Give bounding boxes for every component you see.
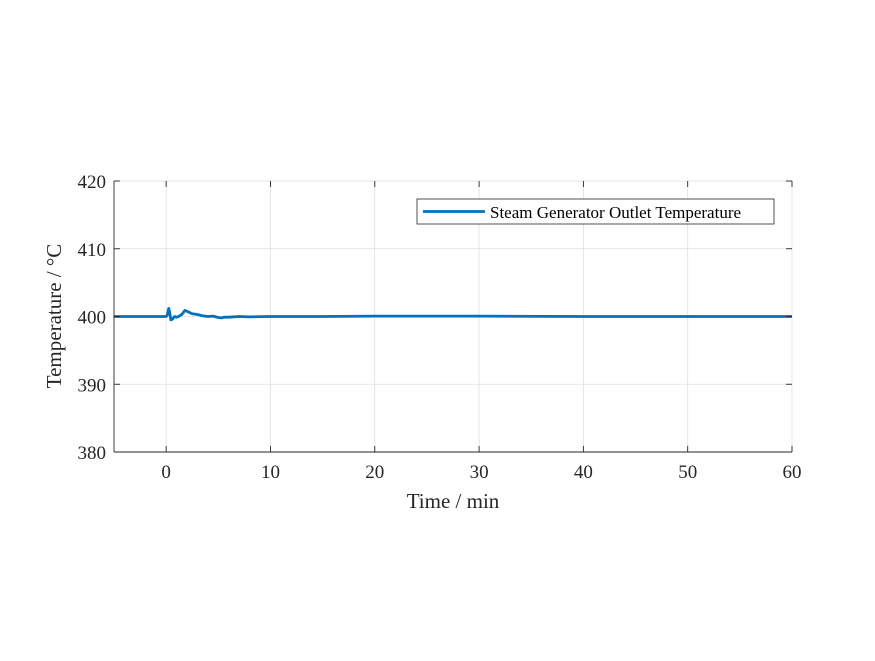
x-tick-label: 0	[161, 462, 171, 483]
x-tick-label: 10	[261, 462, 280, 483]
x-axis-label: Time / min	[407, 489, 500, 513]
series-line	[114, 306, 792, 322]
y-tick-label: 420	[78, 172, 107, 193]
y-tick-label: 400	[78, 308, 107, 329]
y-tick-label: 380	[78, 443, 107, 464]
plot-area	[114, 306, 792, 322]
x-tick-label: 30	[470, 462, 489, 483]
y-axis-label: Temperature / °C	[42, 244, 66, 389]
x-tick-label: 40	[574, 462, 593, 483]
axes: 0 10 20 30 40 50 60 380 390 400 410 420	[78, 172, 802, 483]
y-tick-label: 390	[78, 375, 107, 396]
x-tick-label: 20	[365, 462, 384, 483]
x-tick-label: 60	[783, 462, 802, 483]
y-tick-label: 410	[78, 240, 107, 261]
legend: Steam Generator Outlet Temperature	[416, 198, 775, 225]
legend-label: Steam Generator Outlet Temperature	[490, 203, 741, 222]
x-tick-label: 50	[678, 462, 697, 483]
